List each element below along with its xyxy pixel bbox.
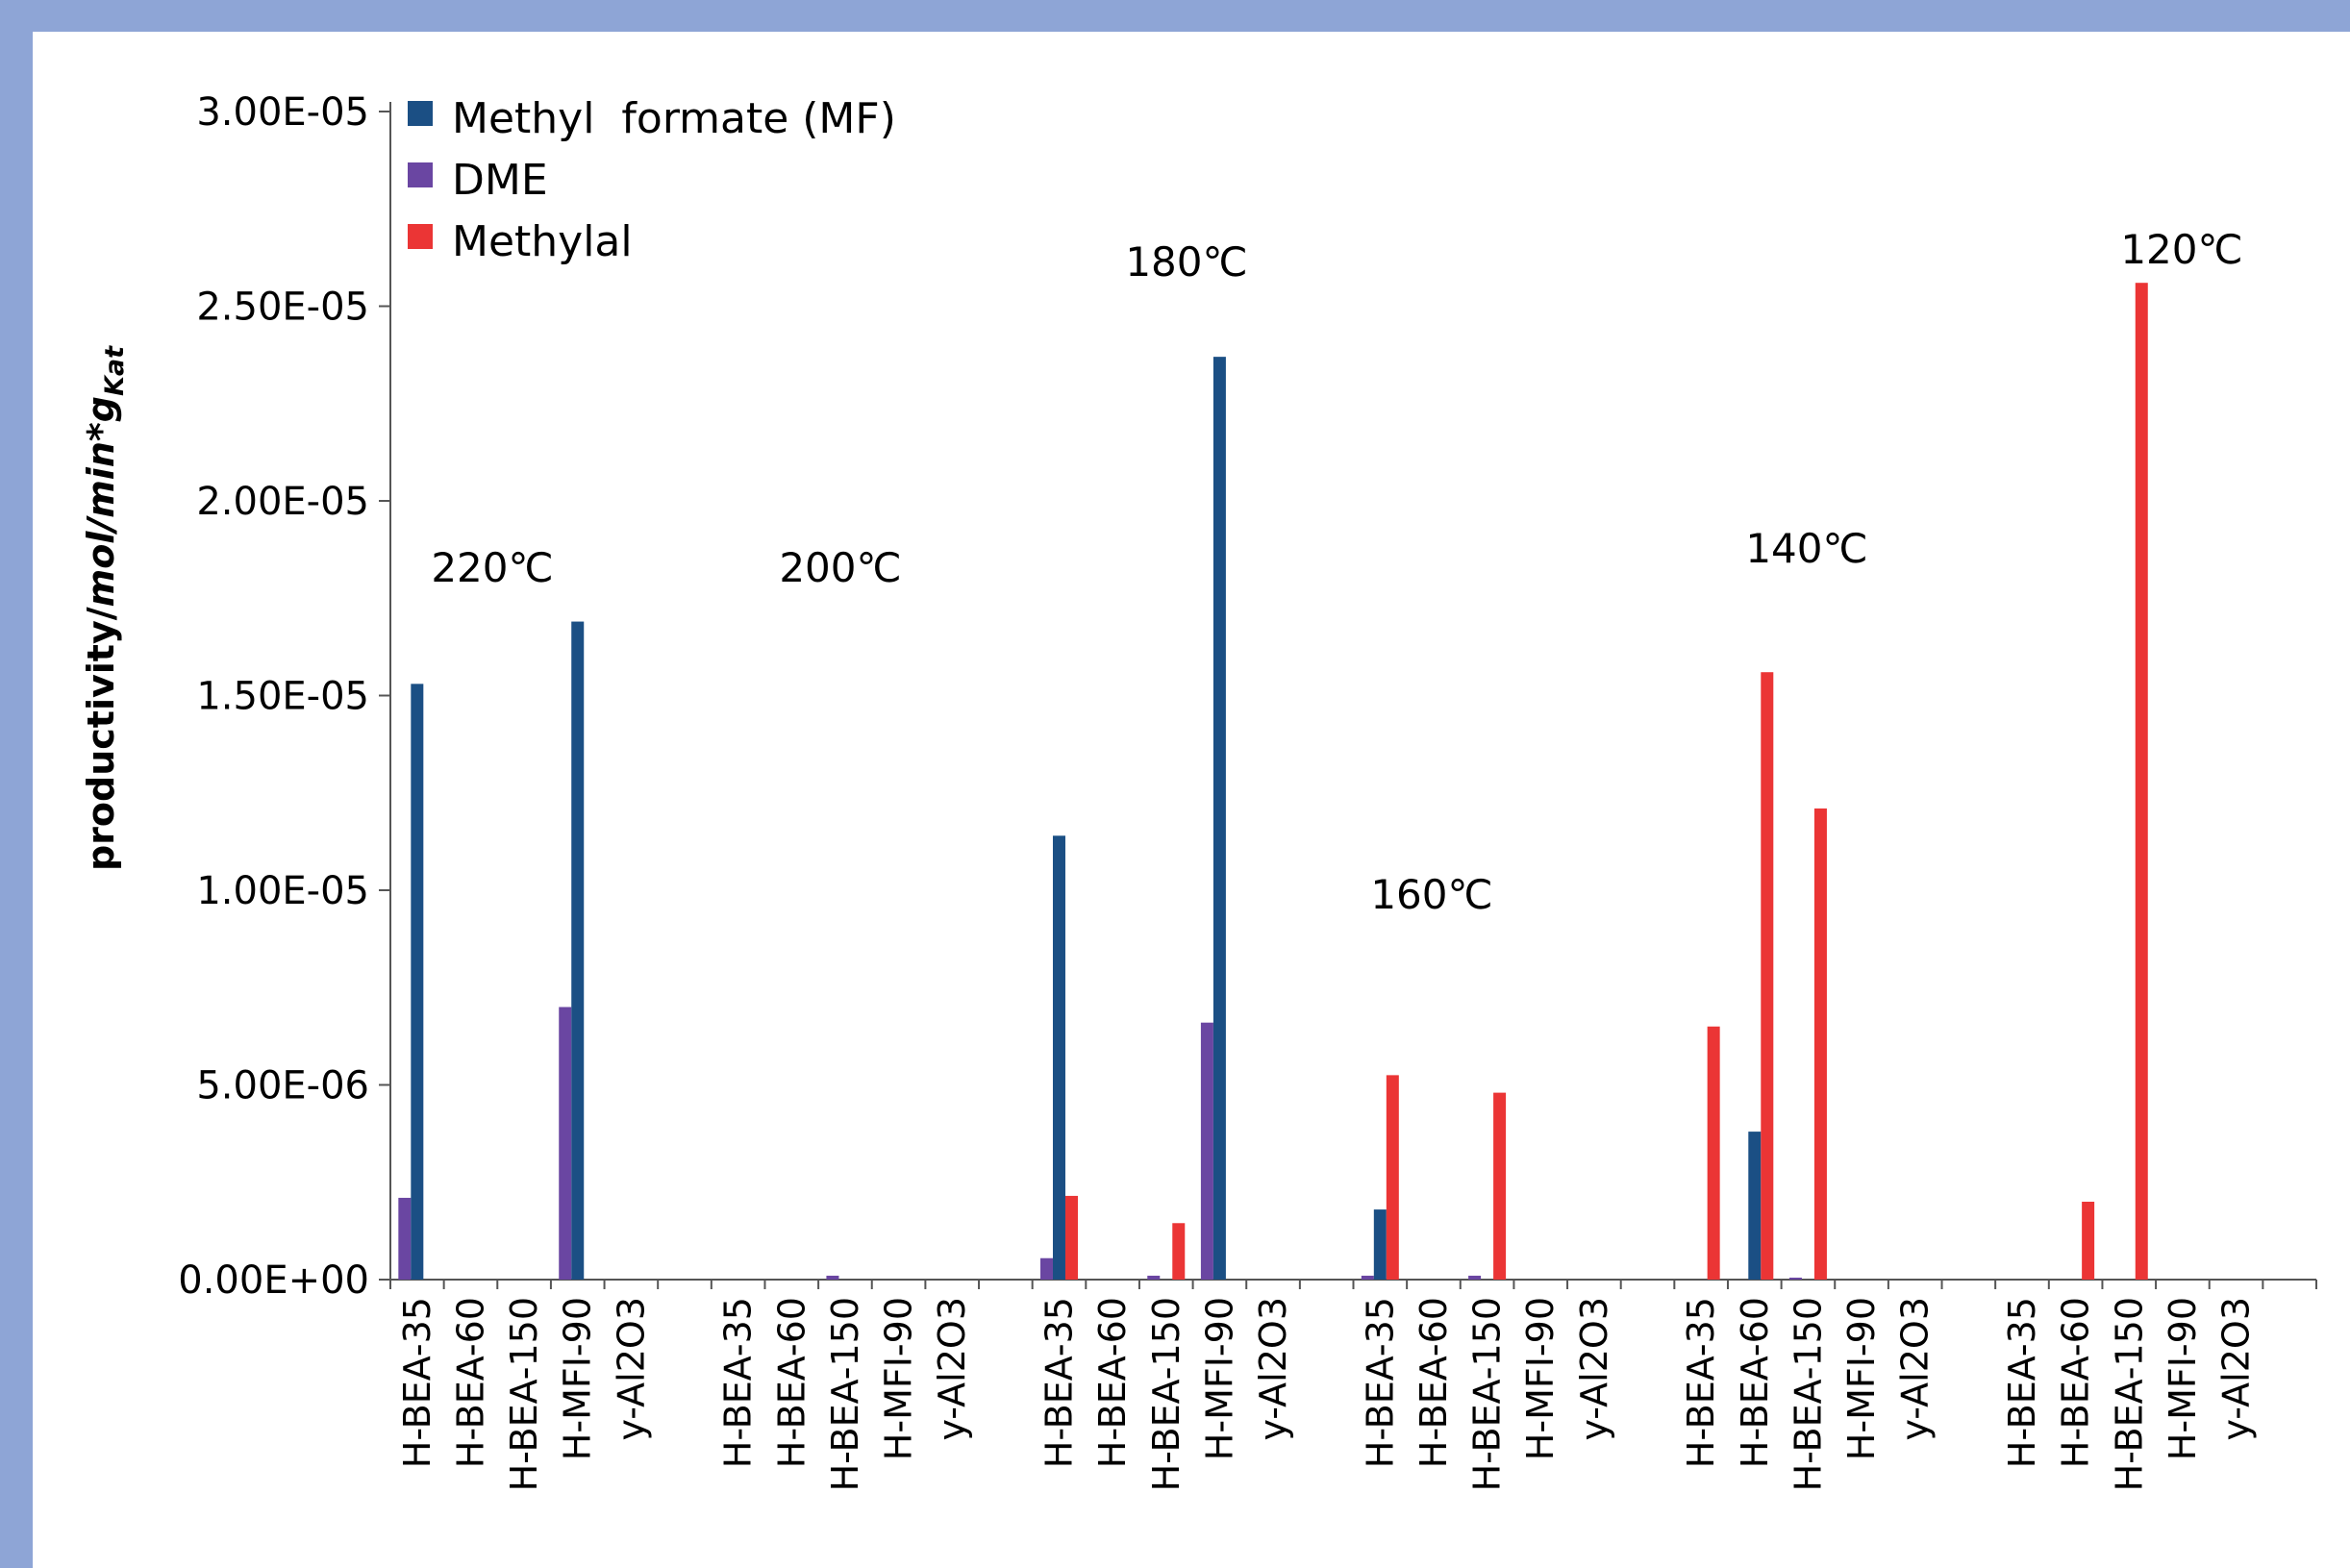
x-tick-label: H-BEA-60 (449, 1297, 491, 1468)
legend-swatch (408, 224, 433, 249)
x-tick-label: y-Al2O3 (1252, 1297, 1294, 1441)
bar-dme (559, 1007, 572, 1280)
x-tick-label: H-BEA-60 (1734, 1297, 1776, 1468)
bar-chart: 0.00E+00 5.00E-06 1.00E-05 1.50E-05 2.00E-05… (80, 90, 2317, 1491)
bar-dme (1468, 1275, 1482, 1280)
x-tick-label: H-BEA-150 (824, 1297, 866, 1491)
x-tick-label: H-MFI-90 (2162, 1297, 2204, 1460)
x-tick-label: H-BEA-60 (2055, 1297, 2097, 1468)
bar-methyl-formate-mf (571, 621, 585, 1280)
bar-methyl-formate-mf (411, 684, 424, 1280)
x-tick-label: H-MFI-90 (1519, 1297, 1562, 1460)
bar-dme (1361, 1275, 1374, 1280)
x-tick-label: H-MFI-90 (1198, 1297, 1240, 1460)
temperature-labels: 220℃ 200℃ 180℃ 160℃ 140℃ 120℃ (431, 226, 2242, 918)
x-tick-label: H-BEA-150 (503, 1297, 545, 1491)
bars (398, 283, 2148, 1281)
temperature-label: 140℃ (1745, 525, 1867, 572)
bar-methylal (1493, 1092, 1507, 1280)
x-tick-label: H-BEA-35 (717, 1297, 760, 1468)
x-tick-label: H-BEA-150 (1145, 1297, 1188, 1491)
x-tick-label: H-BEA-35 (2001, 1297, 2043, 1468)
x-tick-label: H-BEA-150 (1466, 1297, 1509, 1491)
axes: 0.00E+00 5.00E-06 1.00E-05 1.50E-05 2.00E-05… (178, 90, 2317, 1303)
x-tick-label: y-Al2O3 (1894, 1297, 1937, 1441)
bar-methylal (1761, 672, 1774, 1280)
bar-dme (398, 1197, 412, 1280)
bar-methylal (1172, 1223, 1186, 1280)
x-tick-label: H-BEA-60 (770, 1297, 812, 1468)
temperature-label: 120℃ (2120, 226, 2242, 273)
x-tick-label: H-BEA-150 (1787, 1297, 1829, 1491)
bar-methyl-formate-mf (1373, 1209, 1387, 1280)
x-tick-label: H-BEA-60 (1412, 1297, 1455, 1468)
y-tick-label: 1.00E-05 (196, 869, 369, 913)
bar-methylal (2135, 283, 2148, 1281)
bar-methylal (1707, 1026, 1720, 1280)
x-tick-label: y-Al2O3 (610, 1297, 652, 1441)
bar-methylal (1064, 1195, 1078, 1280)
y-tick-label: 0.00E+00 (178, 1258, 369, 1303)
y-tick-label: 2.50E-05 (196, 286, 369, 330)
temperature-label: 180℃ (1125, 238, 1247, 286)
y-tick-label: 1.50E-05 (196, 675, 369, 719)
bar-methyl-formate-mf (1748, 1132, 1762, 1280)
chart-panel: 0.00E+00 5.00E-06 1.00E-05 1.50E-05 2.00E-05… (33, 32, 2350, 1568)
x-tick-label: H-MFI-90 (1840, 1297, 1883, 1460)
bar-methyl-formate-mf (1212, 357, 1226, 1280)
x-tick-label: H-BEA-35 (1680, 1297, 1722, 1468)
y-tick-label: 5.00E-06 (196, 1064, 369, 1108)
x-tick-label: y-Al2O3 (2215, 1297, 2258, 1441)
bar-methylal (1386, 1075, 1399, 1280)
y-axis-label: productivity/mol/min*gKat (80, 345, 130, 871)
bar-dme (1200, 1022, 1213, 1280)
x-tick-label: y-Al2O3 (1573, 1297, 1615, 1441)
y-tick-label: 2.00E-05 (196, 480, 369, 524)
legend-label: Methylal (452, 217, 633, 266)
bar-dme (1147, 1275, 1161, 1280)
x-tick-labels: H-BEA-35 H-BEA-60 H-BEA-150 H-MFI-90 y-Al2O3… (396, 1297, 2258, 1491)
y-tick-label: 3.00E-05 (196, 90, 369, 135)
bar-dme (1039, 1257, 1053, 1280)
bar-methylal (2082, 1202, 2095, 1280)
temperature-label: 220℃ (431, 544, 553, 591)
bar-methylal (1813, 808, 1827, 1280)
x-tick-label: H-MFI-90 (557, 1297, 599, 1460)
legend-swatch (408, 101, 433, 126)
x-tick-label: H-BEA-60 (1091, 1297, 1134, 1468)
legend: Methyl formate (MF) DME Methylal (408, 94, 896, 266)
bar-methyl-formate-mf (1052, 835, 1065, 1280)
x-tick-label: y-Al2O3 (931, 1297, 973, 1441)
bar-dme (826, 1275, 839, 1280)
temperature-label: 160℃ (1370, 871, 1492, 918)
bar-dme (1788, 1277, 1802, 1280)
legend-label: Methyl formate (MF) (452, 94, 896, 143)
x-tick-label: H-BEA-35 (1359, 1297, 1401, 1468)
legend-swatch (408, 162, 433, 187)
x-tick-label: H-BEA-35 (396, 1297, 438, 1468)
legend-label: DME (452, 156, 548, 205)
x-tick-label: H-BEA-35 (1038, 1297, 1080, 1468)
temperature-label: 200℃ (779, 544, 901, 591)
x-tick-label: H-BEA-150 (2108, 1297, 2150, 1491)
x-tick-label: H-MFI-90 (878, 1297, 920, 1460)
